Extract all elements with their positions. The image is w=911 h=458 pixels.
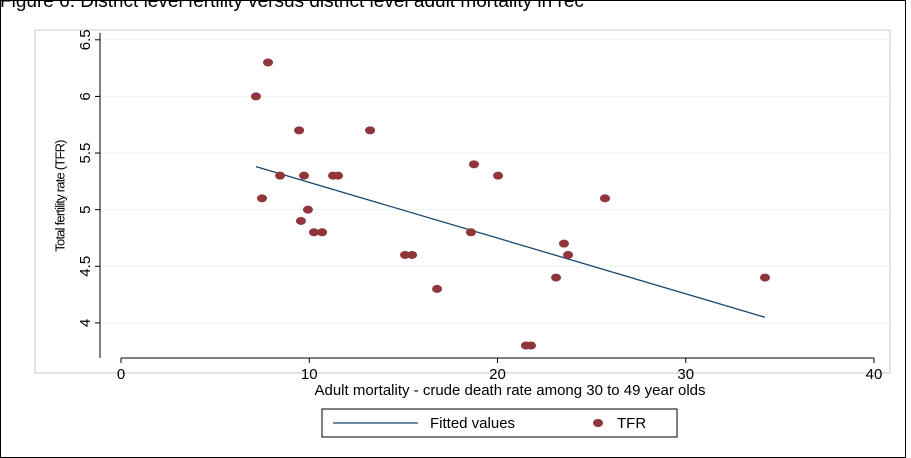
data-point xyxy=(465,228,476,237)
x-axis-title: Adult mortality - crude death rate among… xyxy=(314,382,705,399)
y-tick-label: 5.5 xyxy=(77,143,94,164)
data-point xyxy=(302,205,313,214)
y-axis-title: Total fertility rate (TFR) xyxy=(52,140,67,252)
data-point xyxy=(250,92,261,101)
data-point xyxy=(256,194,267,203)
data-point xyxy=(432,284,443,293)
data-point xyxy=(365,126,376,135)
data-point xyxy=(407,250,418,259)
plot-frame xyxy=(34,29,891,374)
x-tick-label: 40 xyxy=(866,366,883,383)
x-tick-label: 0 xyxy=(117,366,125,383)
data-point xyxy=(551,273,562,282)
data-point xyxy=(526,341,537,350)
legend-label: TFR xyxy=(617,415,646,432)
data-point xyxy=(468,160,479,169)
data-point xyxy=(760,273,771,282)
y-tick-label: 6.5 xyxy=(77,29,94,50)
data-point xyxy=(493,171,504,180)
y-tick-label: 4.5 xyxy=(77,256,94,277)
data-point xyxy=(263,58,274,67)
data-point xyxy=(400,250,411,259)
y-tick-label: 5 xyxy=(77,205,94,213)
data-point xyxy=(317,228,328,237)
x-tick-label: 10 xyxy=(301,366,318,383)
data-point xyxy=(298,171,309,180)
legend-marker xyxy=(593,419,603,427)
chart-title: Figure 6: District level fertility versu… xyxy=(0,0,584,12)
data-point xyxy=(333,171,344,180)
fitted-line xyxy=(255,166,766,318)
x-tick-label: 30 xyxy=(677,366,694,383)
y-tick-label: 4 xyxy=(77,319,94,327)
y-tick-label: 6 xyxy=(77,92,94,100)
x-tick-label: 20 xyxy=(489,366,506,383)
data-point xyxy=(308,228,319,237)
data-point xyxy=(563,250,574,259)
data-point xyxy=(294,126,305,135)
data-point xyxy=(599,194,610,203)
data-point xyxy=(275,171,286,180)
legend-label: Fitted values xyxy=(430,415,515,432)
data-point xyxy=(295,216,306,225)
data-point xyxy=(558,239,569,248)
